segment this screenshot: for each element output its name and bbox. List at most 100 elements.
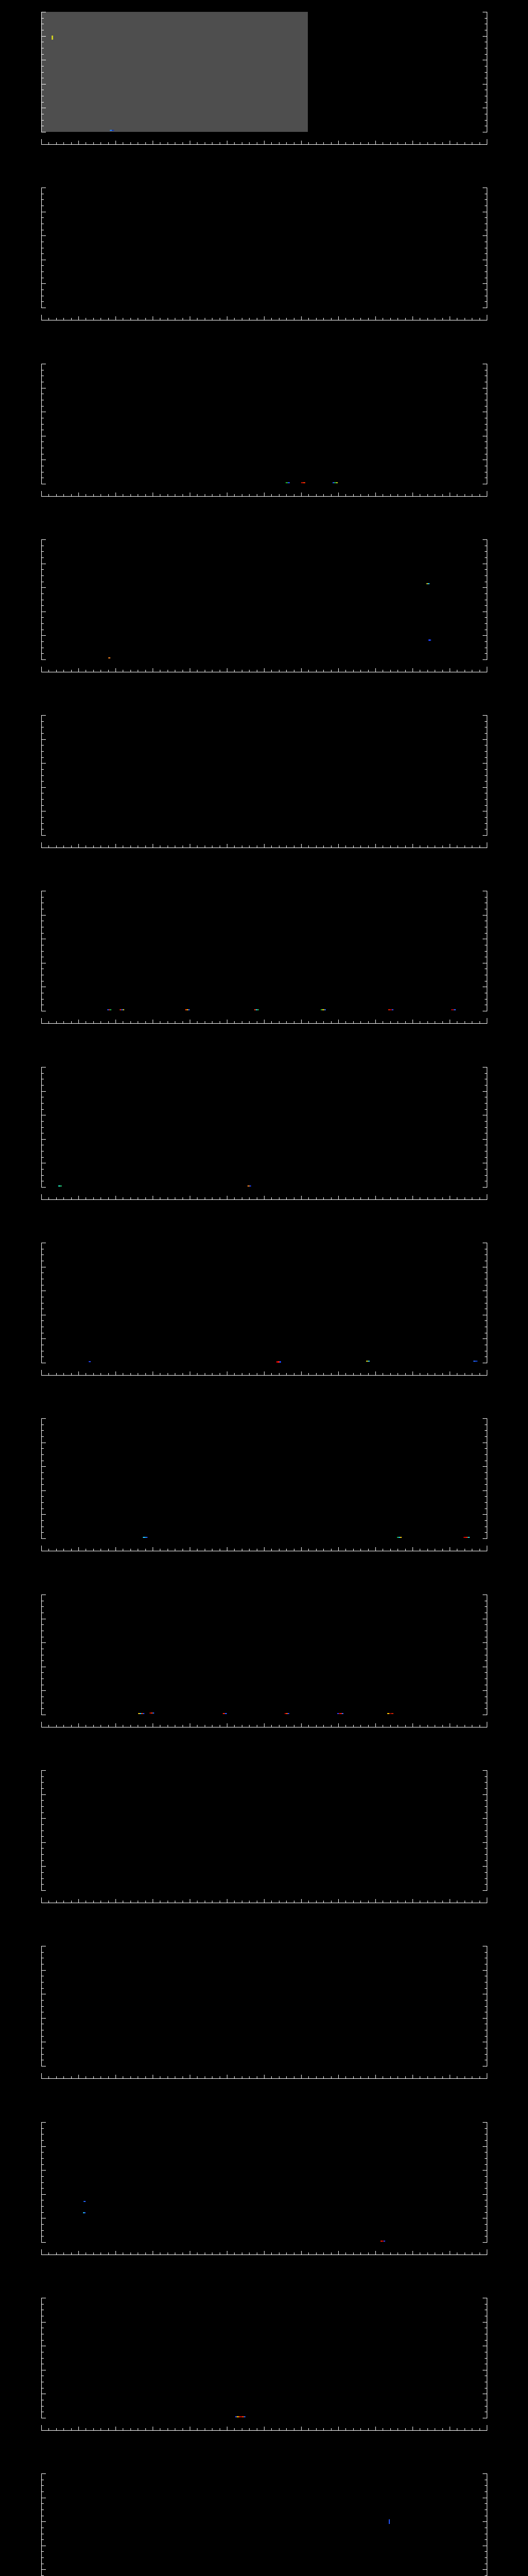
event-marker-segment <box>285 1713 286 1714</box>
event-marker <box>110 130 114 131</box>
x-tick <box>264 1196 265 1199</box>
x-tick <box>108 318 109 320</box>
x-tick <box>264 2427 265 2430</box>
y-tick <box>42 253 44 254</box>
event-marker-segment <box>108 657 110 658</box>
event-marker-segment <box>333 482 335 483</box>
x-tick <box>56 1725 57 1727</box>
x-tick <box>345 142 346 144</box>
y-tick <box>42 2164 44 2165</box>
y-tick-right <box>483 2473 487 2474</box>
x-tick <box>390 1549 391 1551</box>
event-marker-segment <box>84 2201 86 2202</box>
y-tick-right <box>485 54 487 55</box>
x-tick <box>368 670 369 672</box>
y-tick-right <box>485 2188 487 2189</box>
y-tick-right <box>485 1672 487 1673</box>
x-tick <box>405 1549 406 1551</box>
x-tick <box>390 2428 391 2430</box>
y-tick <box>42 1091 46 1092</box>
y-tick-right <box>485 217 487 218</box>
event-marker <box>389 2519 390 2524</box>
x-tick <box>412 1371 413 1375</box>
x-tick <box>353 845 354 848</box>
x-tick <box>442 2252 443 2255</box>
event-marker <box>150 1713 154 1714</box>
x-tick <box>345 1725 346 1727</box>
y-tick <box>42 575 44 576</box>
x-tick <box>368 1373 369 1375</box>
x-tick <box>56 670 57 672</box>
y-tick <box>42 1672 44 1673</box>
x-tick <box>145 1021 146 1023</box>
y-tick <box>42 235 46 236</box>
x-tick <box>249 2428 250 2430</box>
x-tick <box>271 1373 272 1375</box>
event-marker-segment <box>301 482 303 483</box>
event-marker <box>301 482 305 483</box>
y-tick <box>42 1848 44 1849</box>
x-tick <box>442 1549 443 1551</box>
x-tick <box>390 2076 391 2078</box>
x-tick <box>48 318 49 320</box>
y-tick-right <box>483 1466 487 1467</box>
x-tick <box>323 670 324 672</box>
x-tick <box>375 1020 376 1023</box>
x-tick <box>331 1725 332 1727</box>
spectrogram-panel <box>0 2110 528 2286</box>
y-tick-right <box>485 1121 487 1122</box>
event-marker-segment <box>89 1361 91 1362</box>
x-tick <box>412 2427 413 2430</box>
y-tick <box>42 1878 44 1879</box>
y-tick <box>42 1430 44 1431</box>
x-tick <box>234 1373 235 1375</box>
y-tick-right <box>483 1538 487 1539</box>
x-tick <box>308 2076 309 2078</box>
event-marker-segment <box>141 1713 143 1714</box>
x-tick <box>93 670 94 672</box>
event-marker <box>387 1713 393 1714</box>
x-tick <box>78 1371 79 1375</box>
x-tick <box>345 2252 346 2255</box>
event-marker-segment <box>473 1361 475 1362</box>
x-tick <box>353 142 354 144</box>
y-tick-right <box>485 2224 487 2225</box>
x-tick <box>41 491 42 496</box>
x-tick <box>93 494 94 496</box>
event-marker-segment <box>426 583 428 584</box>
x-tick <box>234 494 235 496</box>
y-tick-right <box>485 1776 487 1777</box>
y-tick <box>42 2485 44 2486</box>
event-marker <box>223 1713 227 1714</box>
x-tick <box>323 1549 324 1551</box>
x-tick <box>338 1196 339 1199</box>
x-tick <box>108 1725 109 1727</box>
x-tick <box>442 1021 443 1023</box>
y-tick-right <box>485 2176 487 2177</box>
y-tick-right <box>485 1448 487 1449</box>
x-tick <box>331 2252 332 2255</box>
x-tick <box>368 1021 369 1023</box>
y-tick <box>42 1073 44 1074</box>
x-tick <box>375 1547 376 1551</box>
y-tick <box>42 1121 44 1122</box>
x-tick <box>56 1373 57 1375</box>
event-marker-segment <box>276 1361 278 1363</box>
y-tick-right <box>485 617 487 618</box>
x-tick <box>145 2076 146 2078</box>
y-tick <box>42 2358 44 2359</box>
y-tick <box>42 2122 46 2123</box>
x-tick <box>301 1547 302 1551</box>
x-tick <box>249 1901 250 1903</box>
event-marker <box>397 1537 402 1538</box>
x-tick <box>271 2428 272 2430</box>
event-marker <box>451 1009 456 1010</box>
y-tick-right <box>485 623 487 624</box>
y-tick-right <box>485 2230 487 2231</box>
x-tick <box>338 668 339 672</box>
x-tick <box>234 1197 235 1199</box>
x-tick <box>323 2428 324 2430</box>
y-axis <box>41 364 42 484</box>
x-tick <box>308 845 309 848</box>
x-tick <box>286 1901 287 1903</box>
